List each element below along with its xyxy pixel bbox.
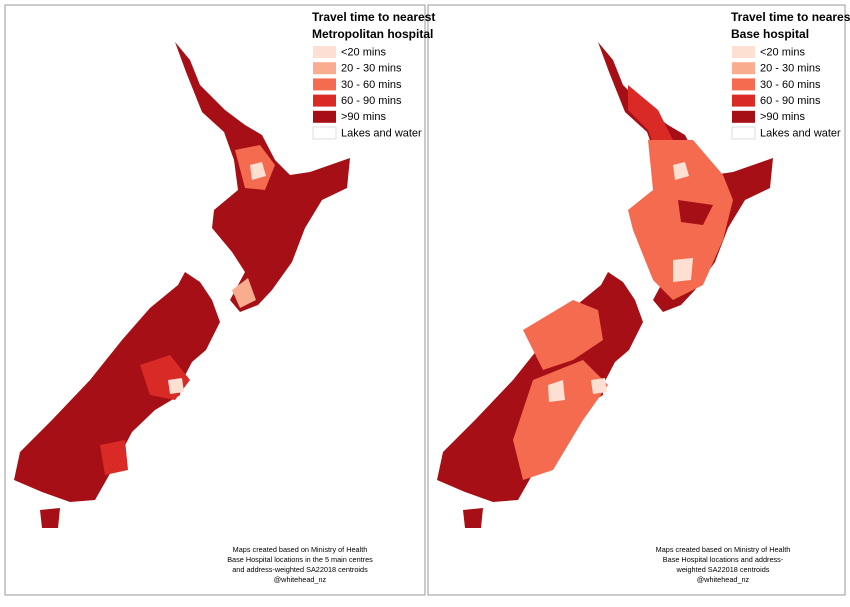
legend-swatch: [732, 62, 755, 75]
legend-subtitle: Base hospital: [731, 27, 809, 41]
legend-label: 60 - 90 mins: [341, 95, 402, 107]
legend-swatch: [732, 110, 755, 123]
legend-swatch: [312, 126, 337, 140]
legend-label: 20 - 30 mins: [760, 63, 821, 75]
right-map: [437, 42, 773, 528]
legend-swatch: [313, 94, 336, 107]
footnote: Maps created based on Ministry of Health: [233, 545, 368, 554]
legend-swatch: [732, 94, 755, 107]
footnote: and address-weighted SA22018 centroids: [232, 565, 368, 574]
footnote: weighted SA22018 centroids: [676, 565, 770, 574]
panel-text: Travel time to nearest Metropolitan hospi…: [227, 10, 435, 584]
legend-label: <20 mins: [341, 46, 386, 58]
panel-text: Travel time to nearest Base hospital <20 m…: [656, 10, 850, 584]
left-panel: [4, 4, 426, 596]
legend-label: >90 mins: [760, 111, 805, 123]
legend-label: 30 - 60 mins: [341, 79, 402, 91]
legend-label: Lakes and water: [341, 127, 422, 139]
legend-swatch: [732, 46, 755, 58]
legend-swatch: [313, 46, 336, 58]
legend-swatch: [731, 126, 756, 140]
legend-label: >90 mins: [341, 111, 386, 123]
legend-title: Travel time to nearest: [312, 10, 435, 24]
legend-label: <20 mins: [760, 46, 805, 58]
legend-label: 60 - 90 mins: [760, 95, 821, 107]
legend-label: 30 - 60 mins: [760, 79, 821, 91]
legend-subtitle: Metropolitan hospital: [312, 27, 433, 41]
legend-label: 20 - 30 mins: [341, 63, 402, 75]
legend-label: Lakes and water: [760, 127, 841, 139]
legend-swatch: [313, 78, 336, 91]
legend-title: Travel time to nearest: [731, 10, 850, 24]
footnote: Base Hospital locations in the 5 main ce…: [227, 555, 373, 564]
footnote: @whitehead_nz: [274, 575, 327, 584]
right-panel: [427, 4, 846, 596]
left-map: [14, 42, 350, 528]
legend-swatch: [732, 78, 755, 91]
footnote: Base Hospital locations and address-: [663, 555, 784, 564]
legend-swatch: [313, 62, 336, 75]
footnote: @whitehead_nz: [697, 575, 750, 584]
legend-swatch: [313, 110, 336, 123]
footnote: Maps created based on Ministry of Health: [656, 545, 791, 554]
